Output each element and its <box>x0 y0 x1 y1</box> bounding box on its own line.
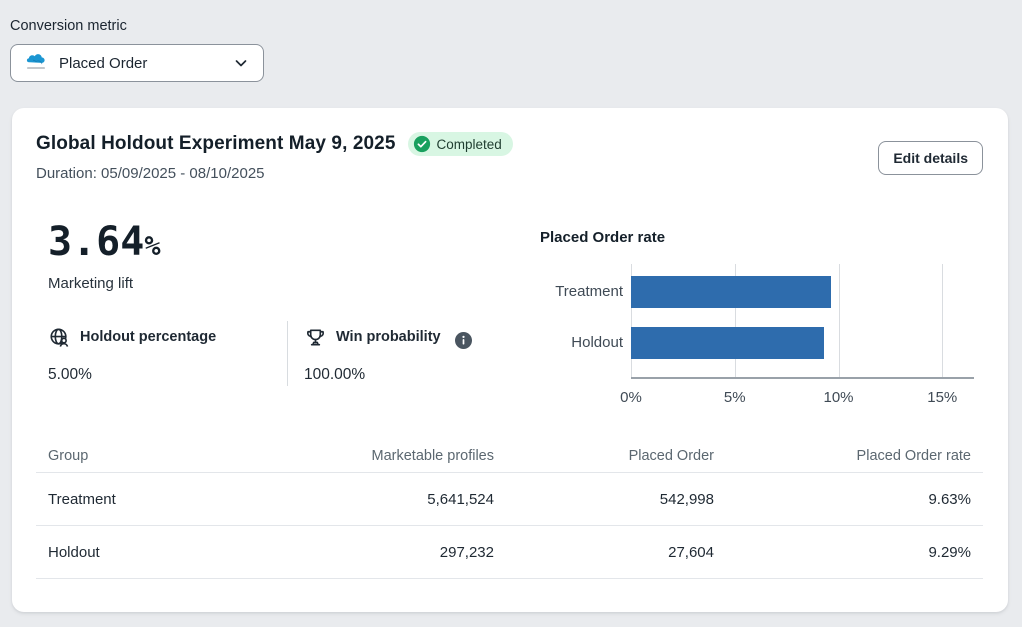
chart-gridline <box>734 264 736 378</box>
holdout-percentage-stat: Holdout percentage 5.00% <box>48 325 216 384</box>
table-row: Holdout 297,232 27,604 9.29% <box>36 526 983 579</box>
x-tick-label: 0% <box>620 389 642 406</box>
chart-gridline <box>631 264 632 378</box>
x-tick-label: 5% <box>723 389 746 406</box>
placed-order-metric-icon <box>25 52 47 74</box>
trophy-icon <box>307 328 324 346</box>
col-header-group: Group <box>48 448 89 464</box>
row-value: 297,232 <box>439 543 494 561</box>
x-tick-label: 10% <box>823 389 854 406</box>
conversion-metric-dropdown[interactable]: Placed Order <box>10 44 264 82</box>
col-header-marketable-profiles: Marketable profiles <box>371 448 495 464</box>
row-value: 5,641,524 <box>427 490 494 508</box>
row-value: 27,604 <box>668 543 714 561</box>
col-header-placed-order-rate: Placed Order rate <box>856 448 971 464</box>
category-label-treatment: Treatment <box>555 283 623 300</box>
marketing-lift-label: Marketing lift <box>48 275 134 292</box>
status-badge-label: Completed <box>436 136 502 152</box>
table-row: Treatment 5,641,524 542,998 9.63% <box>36 473 983 526</box>
check-circle-icon <box>413 135 430 153</box>
holdout-percentage-value: 5.00% <box>48 366 92 383</box>
experiment-title: Global Holdout Experiment May 9, 2025 <box>36 133 396 154</box>
row-value: 9.63% <box>928 490 971 508</box>
row-group-name: Treatment <box>48 490 116 508</box>
marketing-lift-value: 3.64% <box>48 219 161 265</box>
conversion-metric-label: Conversion metric <box>10 18 127 34</box>
win-probability-stat: Win probability 100.00% <box>304 325 472 384</box>
table-header-row: Group Marketable profiles Placed Order P… <box>36 440 983 473</box>
status-badge: Completed <box>407 132 513 156</box>
experiment-duration: Duration: 05/09/2025 - 08/10/2025 <box>36 165 265 182</box>
stats-divider <box>287 321 288 386</box>
chart-gridline <box>838 264 840 378</box>
globe-person-icon <box>50 327 69 347</box>
chart-x-axis <box>631 377 974 379</box>
conversion-metric-value: Placed Order <box>59 54 148 72</box>
chart-title: Placed Order rate <box>540 229 666 246</box>
edit-details-button[interactable]: Edit details <box>878 141 983 175</box>
experiment-card: Global Holdout Experiment May 9, 2025 Co… <box>12 108 1008 612</box>
win-probability-label: Win probability <box>336 329 441 345</box>
chart-gridline <box>942 264 944 378</box>
win-probability-value: 100.00% <box>304 366 366 383</box>
info-icon[interactable] <box>454 329 472 349</box>
holdout-percentage-label: Holdout percentage <box>80 329 217 345</box>
row-group-name: Holdout <box>48 543 100 561</box>
row-value: 542,998 <box>659 490 714 508</box>
results-table: Group Marketable profiles Placed Order P… <box>36 440 983 579</box>
bar-treatment <box>631 276 831 308</box>
col-header-placed-order: Placed Order <box>628 448 714 464</box>
row-value: 9.29% <box>928 543 971 561</box>
category-label-holdout: Holdout <box>571 334 623 351</box>
x-tick-label: 15% <box>927 389 958 406</box>
bar-chart <box>631 264 963 378</box>
chevron-down-icon <box>233 55 249 71</box>
bar-holdout <box>631 327 824 359</box>
